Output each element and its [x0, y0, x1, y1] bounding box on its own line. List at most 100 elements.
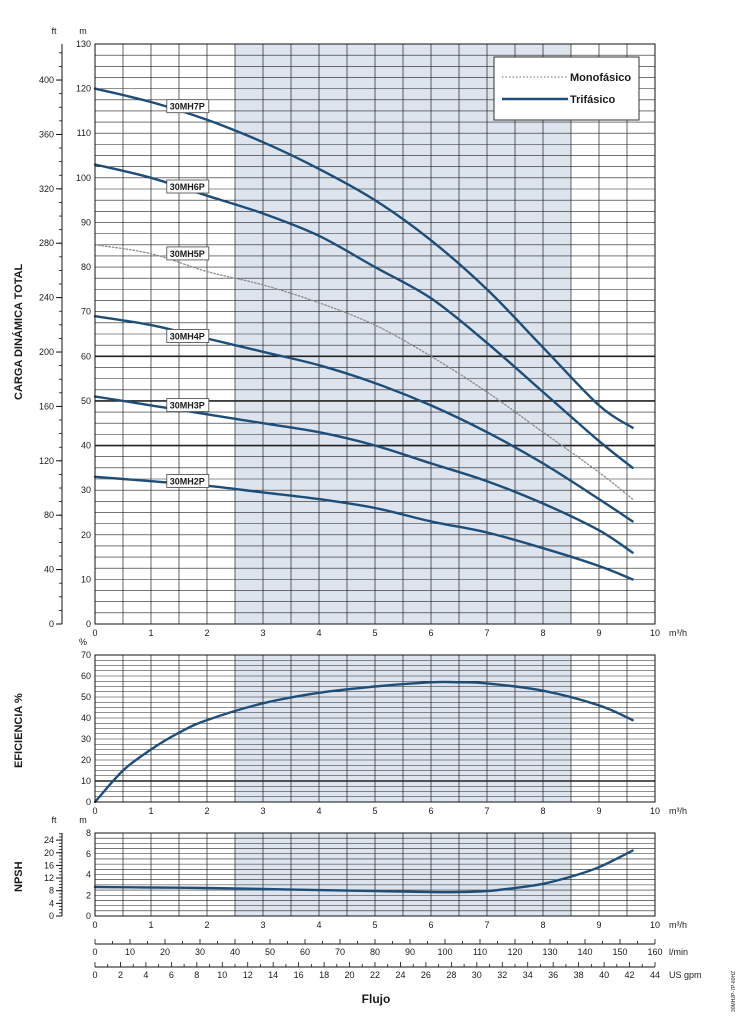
- lmin-scale-tick-label: 10: [125, 947, 135, 957]
- npsh-y-tick-label: 2: [86, 890, 91, 900]
- head-y-tick-label: 130: [76, 39, 91, 49]
- efficiency-x-tick-label: 4: [316, 806, 321, 816]
- 30MH5P-curve: [94, 244, 634, 500]
- 30MH6P-label: 30MH6P: [170, 182, 205, 192]
- head-ft-tick-label: 360: [39, 129, 54, 139]
- head-ft-tick-label: 400: [39, 75, 54, 85]
- npsh-x-tick-label: 6: [428, 920, 433, 930]
- lmin-scale-tick-label: 90: [405, 947, 415, 957]
- axes: [56, 43, 656, 968]
- head-ft-unit: ft: [51, 26, 57, 36]
- head-ft-tick-label: 200: [39, 347, 54, 357]
- npsh-ft-tick-label: 8: [49, 886, 54, 896]
- head-x-tick-label: 8: [540, 628, 545, 638]
- head-x-tick-label: 3: [260, 628, 265, 638]
- efficiency-x-tick-label: 7: [484, 806, 489, 816]
- legend-label-trifasico: Trifásico: [570, 94, 616, 106]
- 30MH5P-label-box: [166, 246, 210, 261]
- efficiency-axis-title: EFICIENCIA %: [13, 693, 25, 768]
- efficiency-x-tick-label: 1: [148, 806, 153, 816]
- lmin-scale-tick-label: 70: [335, 947, 345, 957]
- usgpm-scale-unit: US gpm: [669, 970, 702, 980]
- npsh-x-tick-label: 8: [540, 920, 545, 930]
- head-ft-tick-label: 320: [39, 184, 54, 194]
- usgpm-scale-tick-label: 44: [650, 970, 660, 980]
- usgpm-scale-tick-label: 4: [143, 970, 148, 980]
- efficiency-x-tick-label: 3: [260, 806, 265, 816]
- npsh-x-tick-label: 5: [372, 920, 377, 930]
- efficiency-y-tick-label: 50: [81, 692, 91, 702]
- lmin-scale-tick-label: 80: [370, 947, 380, 957]
- npsh-ft-tick-label: 12: [44, 873, 54, 883]
- lmin-scale-tick-label: 120: [507, 947, 522, 957]
- side-code: 30MH2P-7P-60HZ: [731, 971, 737, 1012]
- usgpm-scale-tick-label: 10: [217, 970, 227, 980]
- efficiency-y-tick-label: 0: [86, 797, 91, 807]
- efficiency-x-tick-label: 5: [372, 806, 377, 816]
- lmin-scale-tick-label: 30: [195, 947, 205, 957]
- head-x-tick-label: 0: [92, 628, 97, 638]
- lmin-scale-tick-label: 50: [265, 947, 275, 957]
- legend: Monofásico Trifásico: [493, 56, 640, 121]
- npsh-ft-tick-label: 0: [49, 911, 54, 921]
- head-x-tick-label: 4: [316, 628, 321, 638]
- head-ft-tick-label: 120: [39, 456, 54, 466]
- head-x-tick-label: 10: [650, 628, 660, 638]
- head-x-tick-label: 7: [484, 628, 489, 638]
- legend-label-monofasico: Monofásico: [570, 72, 631, 84]
- efficiency-curve: [93, 680, 634, 804]
- usgpm-scale-tick-label: 6: [169, 970, 174, 980]
- head-axis-title: CARGA DINÁMICA TOTAL: [12, 263, 25, 400]
- head-y-tick-label: 10: [81, 574, 91, 584]
- head-ft-tick-label: 80: [44, 510, 54, 520]
- head-y-unit: m: [79, 26, 87, 36]
- npsh-x-tick-label: 10: [650, 920, 660, 930]
- head-x-unit: m³/h: [669, 628, 687, 638]
- head-y-tick-label: 20: [81, 530, 91, 540]
- usgpm-scale-tick-label: 0: [92, 970, 97, 980]
- lmin-scale-tick-label: 140: [577, 947, 592, 957]
- 30MH4P-label: 30MH4P: [170, 331, 205, 341]
- 30MH5P-label: 30MH5P: [170, 249, 205, 259]
- efficiency-x-tick-label: 2: [204, 806, 209, 816]
- npsh-y-tick-label: 6: [86, 849, 91, 859]
- usgpm-scale-tick-label: 30: [472, 970, 482, 980]
- npsh-y-unit: m: [79, 815, 87, 825]
- npsh-x-tick-label: 1: [148, 920, 153, 930]
- npsh-x-tick-label: 9: [596, 920, 601, 930]
- usgpm-scale-tick-label: 8: [194, 970, 199, 980]
- usgpm-scale-tick-label: 18: [319, 970, 329, 980]
- 30MH7P-label: 30MH7P: [170, 102, 205, 112]
- usgpm-scale-tick-label: 26: [421, 970, 431, 980]
- head-y-tick-label: 40: [81, 441, 91, 451]
- lmin-scale-tick-label: 110: [473, 947, 487, 957]
- lmin-scale-tick-label: 20: [160, 947, 170, 957]
- npsh-ft-tick-label: 24: [44, 835, 54, 845]
- npsh-ft-tick-label: 4: [49, 898, 54, 908]
- head-ft-tick-label: 280: [39, 238, 54, 248]
- lmin-scale-tick-label: 160: [647, 947, 662, 957]
- legend-box: [493, 56, 640, 121]
- lmin-scale-tick-label: 60: [300, 947, 310, 957]
- head-y-tick-label: 90: [81, 217, 91, 227]
- npsh-x-tick-label: 0: [92, 920, 97, 930]
- npsh-x-tick-label: 2: [204, 920, 209, 930]
- head-y-tick-label: 60: [81, 351, 91, 361]
- head-ft-tick-label: 0: [49, 619, 54, 629]
- 30MH7P-curve: [93, 87, 634, 429]
- npsh-ft-tick-label: 16: [44, 860, 54, 870]
- efficiency-x-tick-label: 9: [596, 806, 601, 816]
- labels: 0 1 2 3 4 5 6 7 8 9 10 m³/h010203040506070809010011…: [39, 26, 702, 980]
- npsh-axis-title: NPSH: [13, 861, 25, 892]
- npsh-y-tick-label: 0: [86, 911, 91, 921]
- head-ft-tick-label: 160: [39, 401, 54, 411]
- efficiency-x-tick-label: 10: [650, 806, 660, 816]
- npsh-y-tick-label: 4: [86, 870, 91, 880]
- npsh-x-unit: m³/h: [669, 920, 687, 930]
- head-y-tick-label: 110: [77, 128, 91, 138]
- usgpm-scale-tick-label: 36: [548, 970, 558, 980]
- flow-axis-title: Flujo: [362, 992, 391, 1006]
- usgpm-scale-tick-label: 16: [294, 970, 304, 980]
- npsh-x-tick-label: 3: [260, 920, 265, 930]
- 30MH2P-label-box: [166, 474, 210, 488]
